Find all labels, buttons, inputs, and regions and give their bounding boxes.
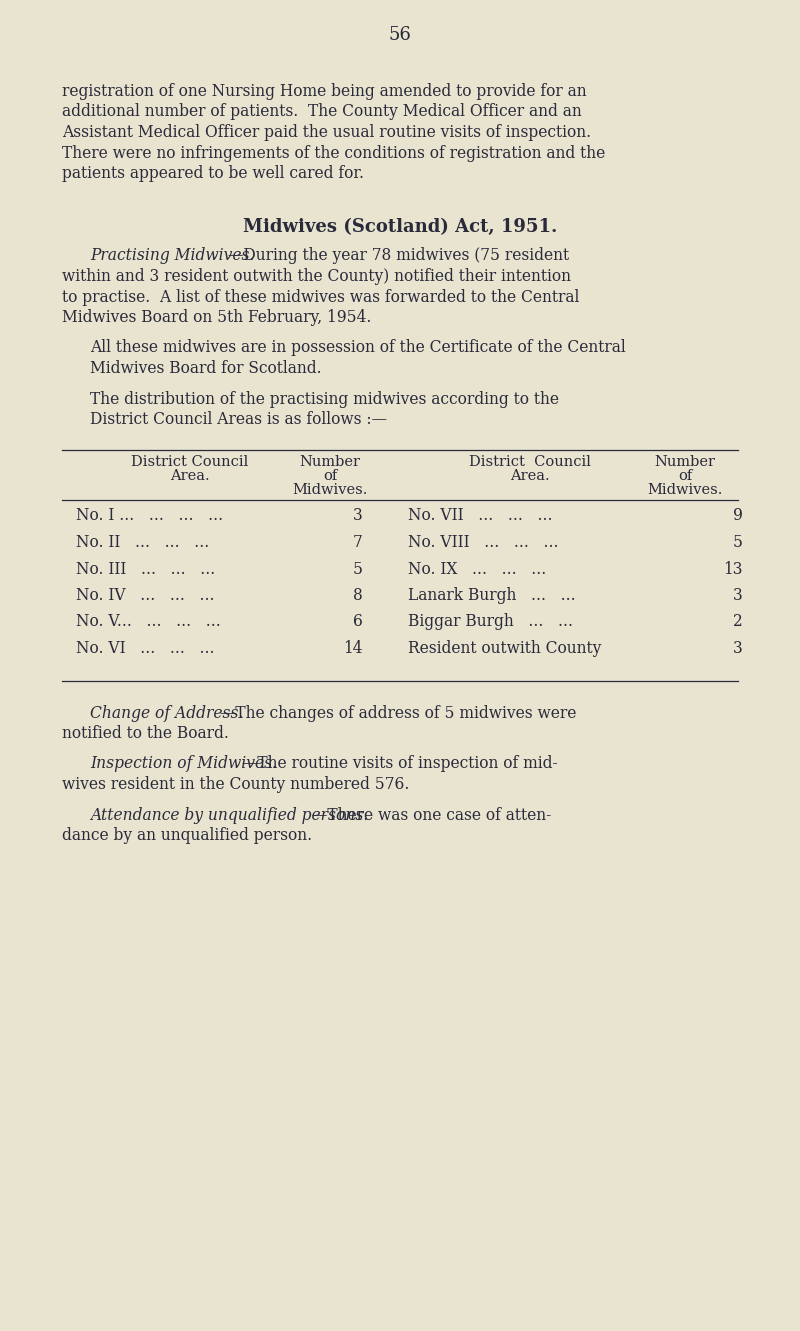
Text: Biggar Burgh   ...   ...: Biggar Burgh ... ... xyxy=(408,614,573,631)
Text: of: of xyxy=(323,470,337,483)
Text: 3: 3 xyxy=(354,507,363,524)
Text: No. VI   ...   ...   ...: No. VI ... ... ... xyxy=(76,640,214,658)
Text: —The changes of address of 5 midwives were: —The changes of address of 5 midwives we… xyxy=(220,704,576,721)
Text: Midwives Board on 5th February, 1954.: Midwives Board on 5th February, 1954. xyxy=(62,309,371,326)
Text: Area.: Area. xyxy=(510,470,550,483)
Text: All these midwives are in possession of the Certificate of the Central: All these midwives are in possession of … xyxy=(90,339,626,357)
Text: There were no infringements of the conditions of registration and the: There were no infringements of the condi… xyxy=(62,145,606,161)
Text: additional number of patients.  The County Medical Officer and an: additional number of patients. The Count… xyxy=(62,104,582,121)
Text: No. VII   ...   ...   ...: No. VII ... ... ... xyxy=(408,507,553,524)
Text: 5: 5 xyxy=(353,560,363,578)
Text: Attendance by unqualified persons.: Attendance by unqualified persons. xyxy=(90,807,368,824)
Text: No. VIII   ...   ...   ...: No. VIII ... ... ... xyxy=(408,534,558,551)
Text: 2: 2 xyxy=(734,614,743,631)
Text: District Council: District Council xyxy=(131,455,249,470)
Text: —During the year 78 midwives (75 resident: —During the year 78 midwives (75 residen… xyxy=(228,248,569,265)
Text: notified to the Board.: notified to the Board. xyxy=(62,725,229,741)
Text: 56: 56 xyxy=(389,27,411,44)
Text: No. II   ...   ...   ...: No. II ... ... ... xyxy=(76,534,210,551)
Text: No. I ...   ...   ...   ...: No. I ... ... ... ... xyxy=(76,507,223,524)
Text: Number: Number xyxy=(299,455,361,470)
Text: —There was one case of atten-: —There was one case of atten- xyxy=(312,807,551,824)
Text: Practising Midwives.: Practising Midwives. xyxy=(90,248,254,265)
Text: Area.: Area. xyxy=(170,470,210,483)
Text: Midwives Board for Scotland.: Midwives Board for Scotland. xyxy=(90,359,322,377)
Text: Midwives.: Midwives. xyxy=(647,483,722,498)
Text: District Council Areas is as follows :—: District Council Areas is as follows :— xyxy=(90,411,387,429)
Text: dance by an unqualified person.: dance by an unqualified person. xyxy=(62,827,312,844)
Text: to practise.  A list of these midwives was forwarded to the Central: to practise. A list of these midwives wa… xyxy=(62,289,579,306)
Text: of: of xyxy=(678,470,692,483)
Text: 13: 13 xyxy=(723,560,743,578)
Text: The distribution of the practising midwives according to the: The distribution of the practising midwi… xyxy=(90,390,559,407)
Text: registration of one Nursing Home being amended to provide for an: registration of one Nursing Home being a… xyxy=(62,83,586,100)
Text: District  Council: District Council xyxy=(469,455,591,470)
Text: patients appeared to be well cared for.: patients appeared to be well cared for. xyxy=(62,165,364,182)
Text: Assistant Medical Officer paid the usual routine visits of inspection.: Assistant Medical Officer paid the usual… xyxy=(62,124,591,141)
Text: 14: 14 xyxy=(343,640,363,658)
Text: 3: 3 xyxy=(734,640,743,658)
Text: 6: 6 xyxy=(353,614,363,631)
Text: 8: 8 xyxy=(354,587,363,604)
Text: Inspection of Midwives.: Inspection of Midwives. xyxy=(90,756,277,772)
Text: Number: Number xyxy=(654,455,715,470)
Text: 9: 9 xyxy=(733,507,743,524)
Text: wives resident in the County numbered 576.: wives resident in the County numbered 57… xyxy=(62,776,410,793)
Text: 7: 7 xyxy=(354,534,363,551)
Text: Change of Address.: Change of Address. xyxy=(90,704,243,721)
Text: Resident outwith County: Resident outwith County xyxy=(408,640,602,658)
Text: No. III   ...   ...   ...: No. III ... ... ... xyxy=(76,560,215,578)
Text: Midwives (Scotland) Act, 1951.: Midwives (Scotland) Act, 1951. xyxy=(243,217,557,236)
Text: No. IV   ...   ...   ...: No. IV ... ... ... xyxy=(76,587,214,604)
Text: Midwives.: Midwives. xyxy=(292,483,368,498)
Text: 5: 5 xyxy=(733,534,743,551)
Text: No. V...   ...   ...   ...: No. V... ... ... ... xyxy=(76,614,221,631)
Text: —The routine visits of inspection of mid-: —The routine visits of inspection of mid… xyxy=(242,756,558,772)
Text: 3: 3 xyxy=(734,587,743,604)
Text: within and 3 resident outwith the County) notified their intention: within and 3 resident outwith the County… xyxy=(62,268,571,285)
Text: Lanark Burgh   ...   ...: Lanark Burgh ... ... xyxy=(408,587,576,604)
Text: No. IX   ...   ...   ...: No. IX ... ... ... xyxy=(408,560,546,578)
